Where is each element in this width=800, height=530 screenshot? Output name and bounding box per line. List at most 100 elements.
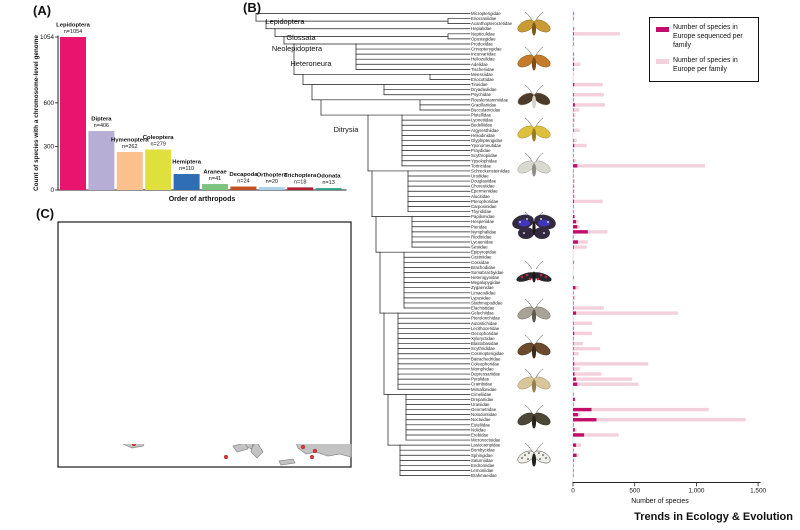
- family-label: Eriocottidae: [471, 77, 495, 82]
- family-label: Notodontidae: [471, 412, 497, 417]
- order-bar-Orthoptera: [258, 187, 285, 190]
- family-label: Adelidae: [471, 62, 488, 67]
- family-bar-total: [573, 367, 580, 371]
- sample-site-dot: [223, 454, 229, 460]
- family-bar-total: [573, 42, 575, 46]
- family-bar-sequenced: [573, 286, 576, 290]
- family-bar-sequenced: [573, 230, 588, 234]
- family-label: Praydidae: [471, 148, 491, 153]
- family-label: Pterolonchidae: [471, 316, 501, 321]
- family-label: Endromidae: [471, 463, 495, 468]
- family-bar-total: [573, 67, 575, 72]
- order-name: Hemiptera: [172, 160, 202, 166]
- family-bar-total: [573, 21, 574, 26]
- order-name: Coleoptera: [143, 135, 174, 141]
- family-label: Scythrididae: [471, 346, 495, 351]
- family-bar-sequenced: [573, 11, 574, 16]
- family-bar-sequenced: [573, 306, 574, 310]
- golden-micro-moth-image: [517, 11, 551, 36]
- family-bar-total: [573, 32, 620, 36]
- family-bar-total: [573, 11, 575, 16]
- family-bar-total: [573, 377, 633, 381]
- clade-label-lepidoptera: Lepidoptera: [265, 17, 305, 26]
- order-count: n=262: [122, 144, 137, 150]
- family-bar-total: [573, 382, 639, 386]
- family-label: Erebidae: [471, 432, 489, 437]
- family-bar-sequenced: [573, 179, 574, 183]
- family-bar-total: [573, 387, 574, 391]
- family-bar-sequenced: [573, 138, 574, 143]
- family-bar-total: [573, 199, 603, 204]
- family-label: Epipyropidae: [471, 250, 497, 255]
- family-bar-total: [573, 346, 601, 351]
- family-label: Pieridae: [471, 224, 488, 229]
- order-bar-Hemiptera: [173, 174, 200, 190]
- family-label: Depressariidae: [471, 372, 501, 377]
- family-bar-total: [573, 62, 581, 66]
- family-label: Incurvariidae: [471, 52, 496, 57]
- family-label: Roeslerstammiidae: [471, 97, 509, 102]
- dark-mottled-moth-image: [517, 404, 551, 429]
- family-label: Crambidae: [471, 382, 493, 387]
- family-bar-sequenced: [573, 118, 574, 122]
- family-label: Nolidae: [471, 427, 486, 432]
- family-label: Lyonetiidae: [471, 118, 494, 123]
- family-bar-sequenced: [573, 240, 578, 244]
- family-bar-sequenced: [573, 98, 574, 102]
- family-bar-sequenced: [573, 377, 577, 381]
- order-name: Lepidoptera: [56, 23, 90, 29]
- family-label: Pyralidae: [471, 377, 490, 382]
- family-label: Schreckensteiniidae: [471, 168, 510, 173]
- family-bar-sequenced: [573, 189, 574, 193]
- order-name: Diptera: [91, 117, 112, 123]
- family-bar-sequenced: [573, 245, 574, 249]
- family-bar-total: [573, 326, 575, 331]
- family-label: Bedelliidae: [471, 123, 493, 128]
- family-bar-sequenced: [573, 37, 574, 41]
- family-label: Autostichidae: [471, 321, 498, 326]
- brown-bark-moth-image: [517, 334, 551, 359]
- family-label: Cimeliidae: [471, 392, 492, 397]
- family-bar-total: [573, 240, 588, 244]
- family-bar-sequenced: [573, 418, 597, 422]
- journal-name: Trends in Ecology & Evolution: [634, 511, 793, 523]
- family-bar-sequenced: [573, 423, 574, 427]
- family-bar-sequenced: [573, 194, 574, 199]
- legend-item-total: Number of species in Europe per family: [656, 57, 754, 75]
- family-bar-total: [573, 255, 574, 259]
- family-bar-total: [573, 321, 593, 325]
- family-label: Gelechiidae: [471, 311, 495, 316]
- family-label: Plutellidae: [471, 113, 492, 118]
- family-bar-sequenced: [573, 412, 578, 417]
- family-bar-total: [573, 194, 576, 199]
- family-bar-total: [573, 418, 746, 422]
- family-label: Cossidae: [471, 260, 490, 265]
- family-label: Prodoxidae: [471, 41, 494, 46]
- family-bar-total: [573, 296, 576, 300]
- family-label: Brahmaeidae: [471, 473, 497, 478]
- family-bar-total: [573, 230, 608, 234]
- family-bar-sequenced: [573, 82, 575, 87]
- family-bar-total: [573, 245, 587, 249]
- order-bar-Odonata: [315, 188, 342, 190]
- family-bar-total: [573, 118, 575, 122]
- family-bar-total: [573, 341, 583, 346]
- order-name: Decapoda: [229, 172, 258, 178]
- family-label: Papilionidae: [471, 214, 495, 219]
- family-label: Nepticulidae: [471, 31, 495, 36]
- order-count: n=406: [94, 123, 109, 129]
- pale-slender-moth-image: [517, 152, 551, 177]
- family-bar-sequenced: [573, 62, 574, 66]
- cream-moth-image: [517, 368, 551, 393]
- family-bar-sequenced: [573, 128, 574, 132]
- family-label: Batrachedridae: [471, 356, 501, 361]
- family-label: Scythropiidae: [471, 153, 498, 158]
- family-label: Momphidae: [471, 366, 494, 371]
- family-label: Limacodidae: [471, 290, 496, 295]
- family-bar-sequenced: [573, 214, 575, 219]
- panel-a-label: (A): [33, 3, 52, 18]
- family-bar-total: [573, 52, 575, 56]
- family-bar-total: [573, 108, 580, 112]
- orange-swift-moth-image: [517, 46, 551, 71]
- family-bar-total: [573, 179, 575, 183]
